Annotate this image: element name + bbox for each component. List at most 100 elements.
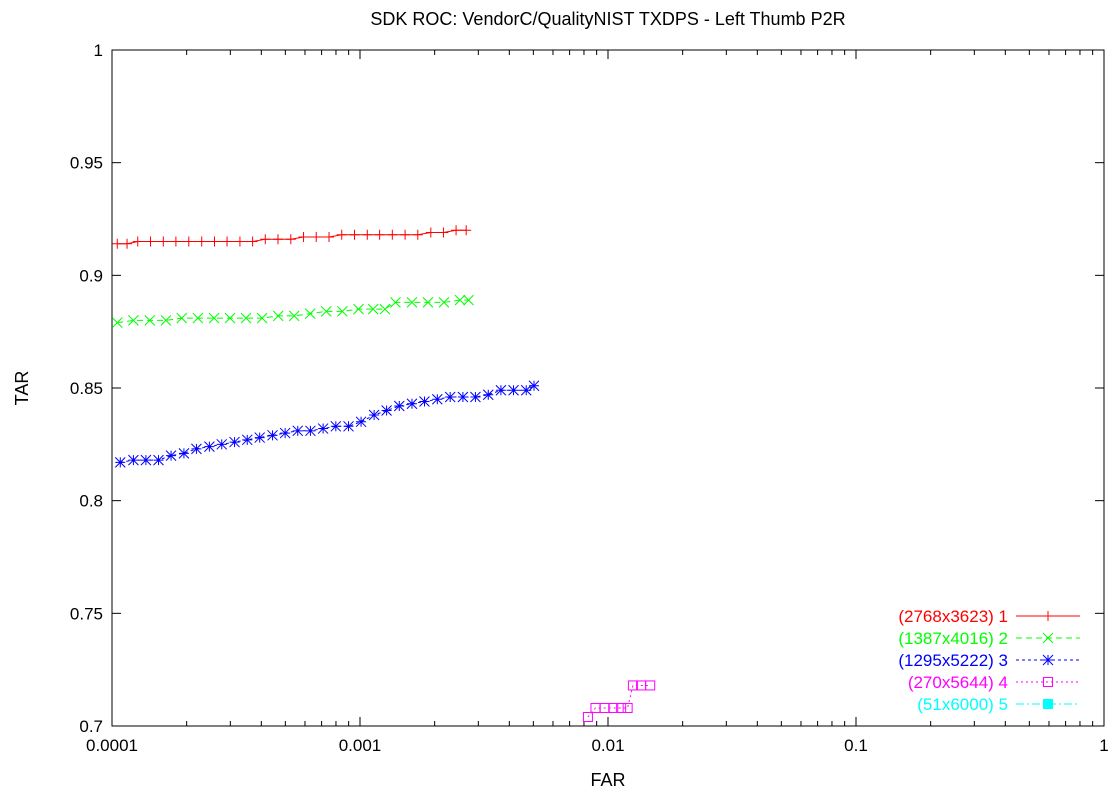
x-axis-ticks: 0.0001 0.001 0.01 0.1 1 — [86, 50, 1109, 755]
x-tick-label: 0.0001 — [86, 736, 138, 755]
data-point — [209, 236, 220, 247]
data-point — [170, 236, 181, 247]
data-point — [444, 391, 456, 403]
data-point — [183, 236, 194, 247]
data-point — [260, 234, 271, 245]
data-point — [240, 312, 252, 324]
data-point — [272, 310, 284, 322]
data-point — [192, 312, 204, 324]
data-point — [305, 425, 316, 437]
data-point — [520, 384, 532, 396]
series-line — [117, 299, 469, 324]
x-tick-label: 0.01 — [591, 736, 624, 755]
data-point — [457, 391, 469, 403]
legend-entry: (1387x4016) 2 — [898, 629, 1080, 648]
data-point — [454, 294, 466, 306]
data-point — [1043, 677, 1053, 687]
x-axis-label: FAR — [590, 770, 625, 790]
data-point — [330, 420, 342, 432]
data-point — [132, 236, 143, 247]
data-point — [387, 229, 398, 240]
data-point — [470, 391, 481, 403]
data-point — [438, 227, 449, 238]
y-tick-label: 0.9 — [79, 266, 103, 285]
data-point — [247, 236, 258, 247]
data-point — [204, 441, 215, 452]
legend-entry: (51x6000) 5 — [917, 695, 1080, 714]
data-point — [234, 236, 245, 247]
data-point — [153, 454, 164, 466]
data-point — [279, 427, 291, 439]
data-point — [400, 229, 411, 240]
series-3 — [114, 380, 540, 468]
data-point — [128, 315, 139, 326]
data-point — [353, 303, 364, 315]
data-point — [178, 447, 190, 459]
data-point — [381, 405, 392, 416]
data-point — [298, 232, 309, 243]
data-point — [412, 229, 423, 240]
data-point — [582, 711, 593, 722]
data-point — [608, 702, 619, 713]
data-point — [165, 450, 177, 461]
y-tick-label: 0.75 — [70, 604, 103, 623]
y-axis-label: TAR — [12, 371, 32, 406]
legend-label: (51x6000) 5 — [917, 695, 1008, 714]
data-point — [379, 303, 391, 315]
x-tick-label: 0.1 — [844, 736, 868, 755]
data-point — [627, 680, 638, 691]
data-point — [145, 236, 156, 247]
legend-entry: (1295x5222) 3 — [898, 651, 1080, 670]
data-point — [616, 702, 627, 713]
y-tick-label: 0.85 — [70, 379, 103, 398]
data-point — [292, 425, 304, 437]
data-point — [324, 232, 335, 243]
y-tick-label: 0.8 — [79, 492, 103, 511]
data-point — [508, 384, 519, 396]
data-point — [216, 438, 228, 450]
legend-label: (2768x3623) 1 — [898, 607, 1008, 626]
chart-title: SDK ROC: VendorC/QualityNIST TXDPS - Lef… — [370, 9, 845, 29]
data-point — [317, 423, 329, 434]
data-point — [176, 312, 188, 324]
data-point — [355, 416, 367, 428]
data-point — [438, 297, 450, 308]
data-point — [288, 310, 300, 322]
data-point — [196, 236, 207, 247]
legend-entry: (270x5644) 4 — [908, 673, 1080, 692]
data-point — [285, 234, 296, 245]
data-point — [112, 238, 123, 249]
data-point — [425, 227, 436, 238]
x-tick-label: 0.001 — [339, 736, 382, 755]
y-tick-label: 0.95 — [70, 154, 103, 173]
data-point — [368, 409, 380, 421]
legend-label: (1387x4016) 2 — [898, 629, 1008, 648]
x-tick-label: 1 — [1099, 736, 1108, 755]
data-point — [160, 315, 172, 326]
data-point — [1043, 611, 1053, 621]
data-point — [1042, 632, 1054, 644]
data-point — [114, 457, 126, 468]
data-point — [191, 443, 202, 455]
data-point — [222, 236, 233, 247]
data-point — [393, 400, 405, 412]
data-point — [267, 429, 278, 441]
data-point — [140, 454, 152, 466]
data-point — [254, 432, 266, 443]
data-point — [422, 297, 434, 308]
data-point — [320, 306, 332, 317]
data-point — [367, 303, 379, 315]
data-point — [645, 680, 656, 691]
data-point — [122, 238, 133, 249]
series-layer — [111, 225, 656, 722]
data-point — [208, 312, 220, 324]
data-point — [463, 294, 474, 306]
data-point — [224, 312, 236, 324]
data-point — [482, 389, 494, 401]
data-point — [451, 225, 462, 236]
data-point — [374, 229, 385, 240]
data-point — [362, 229, 373, 240]
data-point — [128, 454, 139, 466]
data-point — [349, 229, 360, 240]
data-point — [311, 232, 322, 243]
